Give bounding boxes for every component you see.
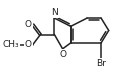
Text: N: N [51, 8, 58, 17]
Text: O: O [59, 50, 66, 59]
Text: O: O [25, 40, 32, 49]
Text: Br: Br [96, 59, 106, 68]
Text: O: O [25, 20, 32, 29]
Text: CH₃: CH₃ [3, 40, 19, 49]
